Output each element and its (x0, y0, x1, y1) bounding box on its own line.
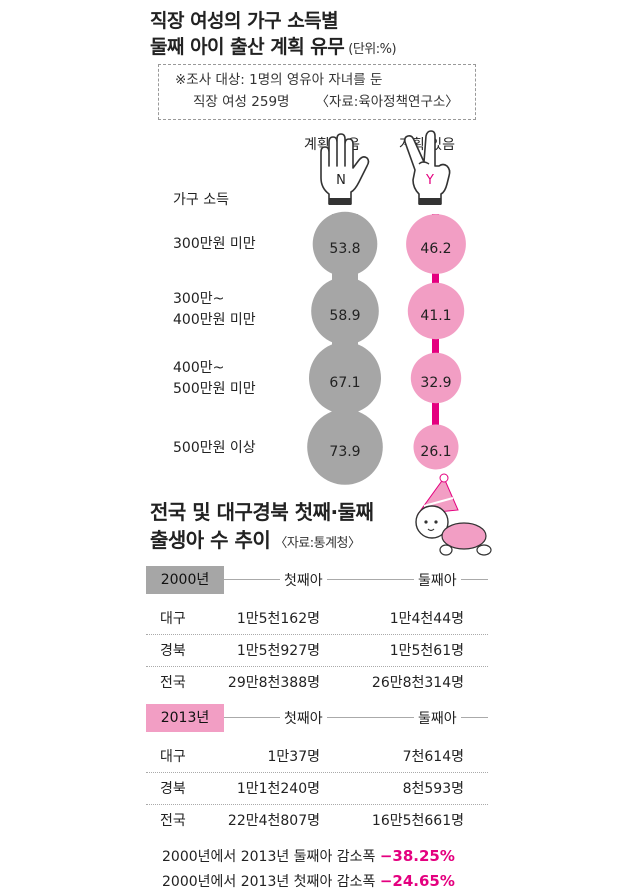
table-row: 경북 1만1천240명 8천593명 (146, 774, 488, 805)
table-row: 전국 22만4천807명 16만5천661명 (146, 806, 488, 837)
note-line2: 직장 여성 259명 (193, 94, 290, 110)
unit-label: (단위:%) (348, 42, 397, 57)
plan-value-label-2: 41.1 (420, 308, 451, 324)
category-label-3: 400만~ 500만원 미만 (173, 358, 256, 400)
summary-value: −38.25% (379, 847, 455, 865)
no-plan-bubble-2 (311, 277, 379, 345)
year-tag-2: 2013년 (146, 704, 224, 732)
table-title-line2: 출생아 수 추이 (150, 528, 271, 552)
chart-title-line2-row: 둘째 아이 출산 계획 유무 (단위:%) (150, 32, 397, 59)
table-title-line1: 전국 및 대구경북 첫째·둘째 (150, 500, 374, 524)
table-row: 경북 1만5천927명 1만5천61명 (146, 636, 488, 667)
chart-title-line2: 둘째 아이 출산 계획 유무 (150, 36, 345, 58)
column-header-first-1: 첫째아 (280, 570, 327, 590)
year-rule-1 (224, 579, 488, 580)
row-divider (146, 633, 488, 635)
summary-value: −24.65% (379, 872, 455, 890)
plan-bubble-3 (410, 352, 462, 404)
summary-text: 2000년에서 2013년 첫째아 감소폭 (162, 874, 380, 890)
first-child-cell: 1만5천162명 (236, 611, 320, 627)
row-divider (146, 803, 488, 805)
hand-y-letter: Y (425, 173, 434, 188)
first-child-cell: 29만8천388명 (227, 675, 320, 691)
hand-n-letter: N (336, 173, 346, 188)
note-line1: ※조사 대상: 1명의 영유아 자녀를 둔 (175, 72, 383, 88)
category-3-line2: 500만원 미만 (173, 381, 256, 397)
plan-bubble-1 (406, 214, 466, 274)
row-divider (146, 771, 488, 773)
category-label-1: 300만원 미만 (173, 234, 256, 255)
region-cell: 경북 (160, 643, 186, 659)
year-header-2: 2013년 (146, 704, 488, 732)
table-row: 전국 29만8천388명 26만8천314명 (146, 668, 488, 699)
region-cell: 전국 (160, 813, 186, 829)
table-source-label: 〈자료:통계청〉 (274, 536, 361, 551)
hand-n-icon: N (320, 133, 370, 205)
column-header-second-2: 둘째아 (414, 708, 461, 728)
second-child-cell: 8천593명 (402, 781, 464, 797)
region-cell: 대구 (160, 611, 186, 627)
hand-y-icon: Y (404, 130, 451, 205)
category-label-4: 500만원 이상 (173, 438, 256, 459)
year-header-1: 2000년 (146, 566, 488, 594)
table-title-line2-row: 출생아 수 추이 〈자료:통계청〉 (150, 524, 361, 553)
first-child-cell: 1만37명 (267, 749, 320, 765)
first-child-cell: 1만5천927명 (236, 643, 320, 659)
no-plan-bubble-3 (309, 342, 381, 414)
category-3-line1: 400만~ (173, 360, 225, 376)
category-label-2: 300만~ 400만원 미만 (173, 289, 256, 331)
second-child-cell: 1만5천61명 (389, 643, 464, 659)
second-child-cell: 7천614명 (402, 749, 464, 765)
table-row: 대구 1만5천162명 1만4천44명 (146, 604, 488, 635)
plan-bubble-4 (413, 424, 459, 470)
source-label: 〈자료:육아정책연구소〉 (315, 94, 459, 110)
first-child-cell: 1만1천240명 (236, 781, 320, 797)
region-cell: 경북 (160, 781, 186, 797)
second-child-cell: 16만5천661명 (371, 813, 464, 829)
plan-value-label-3: 32.9 (420, 375, 451, 391)
second-child-cell: 1만4천44명 (389, 611, 464, 627)
no-plan-bubble-1 (312, 211, 378, 277)
summary-line-2: 2000년에서 2013년 첫째아 감소폭 −24.65% (162, 871, 455, 891)
first-child-cell: 22만4천807명 (227, 813, 320, 829)
row-divider (146, 665, 488, 667)
plan-bubble-2 (407, 282, 465, 340)
table-row: 대구 1만37명 7천614명 (146, 742, 488, 773)
year-tag-1: 2000년 (146, 566, 224, 594)
category-4-line1: 500만원 이상 (173, 440, 256, 456)
category-1-line1: 300만원 미만 (173, 236, 256, 252)
no-plan-value-label-1: 53.8 (329, 241, 360, 257)
crawling-baby-icon (415, 473, 492, 556)
survey-note: ※조사 대상: 1명의 영유아 자녀를 둔 직장 여성 259명 〈자료:육아정책… (158, 64, 476, 120)
chart-title-line1: 직장 여성의 가구 소득별 (150, 10, 339, 32)
second-child-cell: 26만8천314명 (371, 675, 464, 691)
category-2-line2: 400만원 미만 (173, 312, 256, 328)
plan-value-label-4: 26.1 (420, 444, 451, 460)
note-line2-row: 직장 여성 259명 〈자료:육아정책연구소〉 (175, 91, 475, 113)
bubble-chart: N Y 53.8 58.9 67.1 73.9 46.2 41.1 32.9 26.1 (307, 130, 466, 485)
no-plan-value-label-4: 73.9 (329, 444, 360, 460)
column-header-second-1: 둘째아 (414, 570, 461, 590)
summary-text: 2000년에서 2013년 둘째아 감소폭 (162, 849, 380, 865)
category-2-line1: 300만~ (173, 291, 225, 307)
region-cell: 대구 (160, 749, 186, 765)
no-plan-bubble-4 (307, 409, 383, 485)
region-cell: 전국 (160, 675, 186, 691)
year-rule-2 (224, 717, 488, 718)
plan-value-label-1: 46.2 (420, 241, 451, 257)
no-plan-value-label-3: 67.1 (329, 375, 360, 391)
row-header: 가구 소득 (173, 192, 229, 208)
summary-line-1: 2000년에서 2013년 둘째아 감소폭 −38.25% (162, 846, 455, 866)
no-plan-value-label-2: 58.9 (329, 308, 360, 324)
column-header-first-2: 첫째아 (280, 708, 327, 728)
